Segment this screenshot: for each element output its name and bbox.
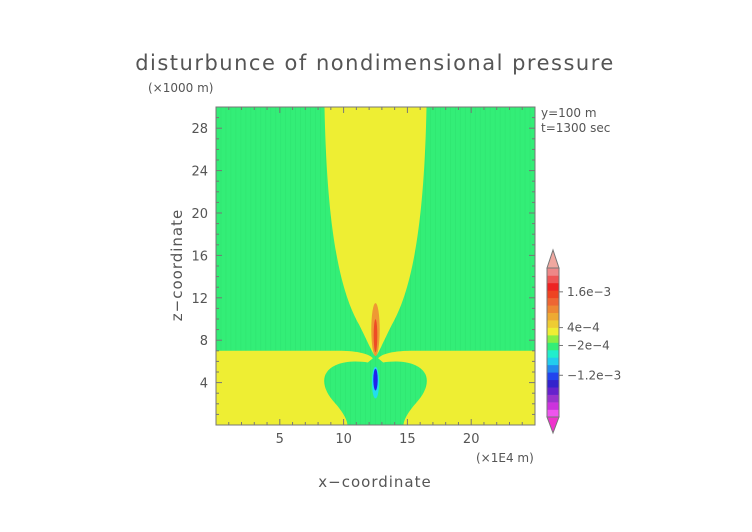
colorbar-label: 4e−4 [567,321,600,335]
colorbar-band [547,349,559,358]
x-tick-label: 10 [335,432,352,447]
y-unit-label: (×1000 m) [148,81,213,95]
y-tick-label: 16 [191,249,208,264]
colorbar-band [547,387,559,395]
lower-left-layer [216,350,373,425]
colorbar-band [547,305,559,313]
colorbar-band [547,268,559,276]
x-tick-label: 5 [276,432,284,447]
chart-title: disturbunce of nondimensional pressure [135,51,615,75]
colorbar-band [547,342,559,351]
y-axis: 4 8 12 16 20 24 28 [191,117,535,415]
negative-core-inner [373,368,378,391]
colorbar-band [547,327,559,336]
colorbar-label: −1.2e−3 [567,368,621,382]
annotation-time: t=1300 sec [541,121,610,135]
colorbar-band [547,402,559,410]
colorbar-label: −2e−4 [567,338,610,352]
colorbar-band [547,320,559,328]
lower-right-layer [378,350,535,425]
colorbar-band [547,275,559,284]
x-axis: 5 10 15 20 [228,107,523,447]
x-tick-label: 20 [463,432,480,447]
positive-core-inner [373,319,378,353]
y-tick-label: 12 [191,292,208,307]
y-axis-label: z−coordinate [168,209,186,321]
y-tick-label: 24 [191,165,208,180]
plume-region [324,107,427,355]
colorbar-band [547,379,559,388]
colorbar: 1.6e−3 4e−4 −2e−4 −1.2e−3 [546,248,621,435]
colorbar-band [547,290,559,299]
x-unit-label: (×1E4 m) [476,451,534,465]
colorbar-band [547,394,559,403]
y-tick-label: 4 [200,377,208,392]
annotation-y-level: y=100 m [541,106,597,120]
colorbar-band [547,357,559,366]
colorbar-label: 1.6e−3 [567,285,611,299]
x-tick-label: 15 [399,432,416,447]
x-axis-label: x−coordinate [318,473,431,491]
colorbar-arrow-high [546,248,560,269]
colorbar-band [547,297,559,306]
colorbar-band [547,372,559,381]
colorbar-band [547,335,559,343]
colorbar-border [546,267,560,418]
y-tick-label: 28 [191,122,208,137]
colorbar-band [547,282,559,291]
y-tick-label: 8 [200,334,208,349]
y-tick-label: 20 [191,207,208,222]
colorbar-arrow-low [546,416,560,435]
colorbar-band [547,364,559,373]
plot-area [215,107,536,425]
colorbar-band [547,409,559,418]
colorbar-band [547,312,559,321]
